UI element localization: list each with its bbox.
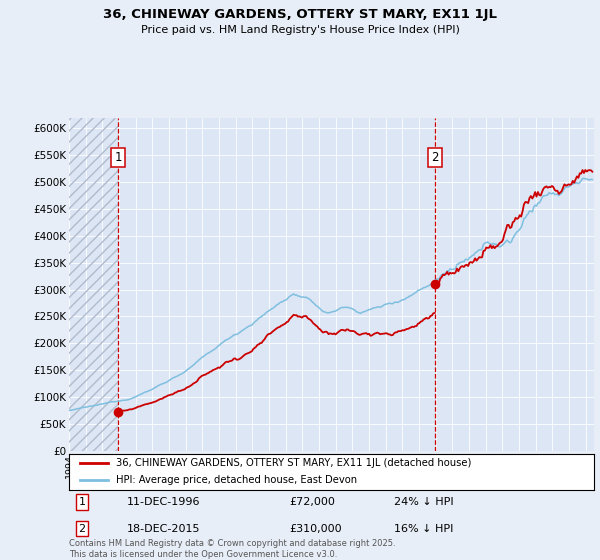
Text: 2: 2 [431, 151, 439, 164]
Text: HPI: Average price, detached house, East Devon: HPI: Average price, detached house, East… [116, 475, 358, 485]
Text: 18-DEC-2015: 18-DEC-2015 [127, 524, 200, 534]
Text: 36, CHINEWAY GARDENS, OTTERY ST MARY, EX11 1JL (detached house): 36, CHINEWAY GARDENS, OTTERY ST MARY, EX… [116, 459, 472, 468]
Text: 1: 1 [114, 151, 122, 164]
Text: 2: 2 [79, 524, 86, 534]
Text: Contains HM Land Registry data © Crown copyright and database right 2025.
This d: Contains HM Land Registry data © Crown c… [69, 539, 395, 559]
Text: 16% ↓ HPI: 16% ↓ HPI [395, 524, 454, 534]
Text: 11-DEC-1996: 11-DEC-1996 [127, 497, 200, 507]
Text: Price paid vs. HM Land Registry's House Price Index (HPI): Price paid vs. HM Land Registry's House … [140, 25, 460, 35]
Text: 1: 1 [79, 497, 86, 507]
Text: 24% ↓ HPI: 24% ↓ HPI [395, 497, 454, 507]
Text: £310,000: £310,000 [290, 524, 342, 534]
Text: 36, CHINEWAY GARDENS, OTTERY ST MARY, EX11 1JL: 36, CHINEWAY GARDENS, OTTERY ST MARY, EX… [103, 8, 497, 21]
Text: £72,000: £72,000 [290, 497, 335, 507]
